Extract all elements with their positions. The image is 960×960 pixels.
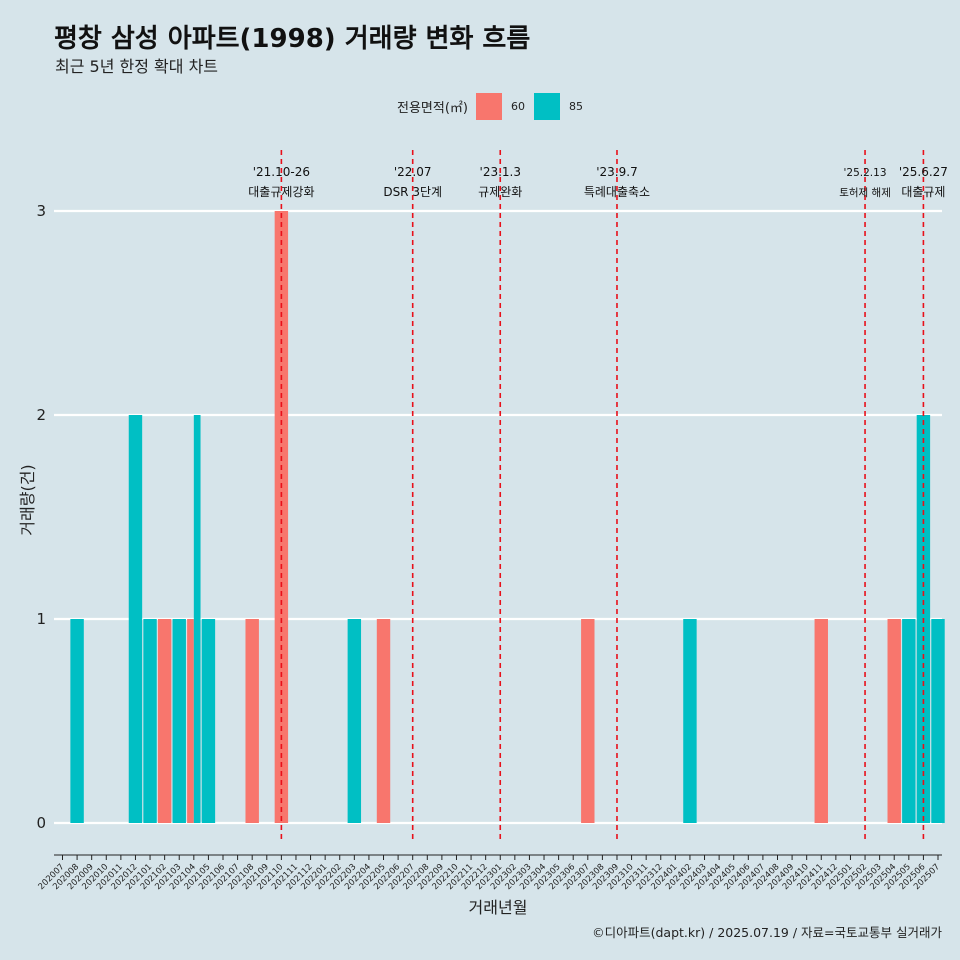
event-date: '25.2.13 (844, 167, 887, 179)
event-date: '23.9.7 (596, 165, 637, 179)
y-axis-title: 거래량(건) (18, 464, 37, 535)
bar-85-202203 (347, 619, 362, 823)
bar-60-202411 (814, 619, 828, 823)
legend-swatch-85 (533, 93, 560, 120)
event-date: '21.10-26 (253, 165, 310, 179)
bar-85-202104 (193, 415, 201, 823)
event-label: 대출규제강화 (248, 185, 314, 199)
legend-label-60: 60 (510, 100, 525, 113)
bar-85-202105 (201, 619, 216, 823)
bar-60-202504 (887, 619, 901, 823)
legend-label-85: 85 (568, 100, 583, 113)
event-date: '22.07 (394, 165, 432, 179)
bar-60-202108 (245, 619, 259, 823)
bar-60-202110 (274, 211, 289, 823)
bar-60-202205 (376, 619, 391, 823)
bar-60-202104 (187, 619, 194, 823)
x-axis-title: 거래년월 (469, 898, 528, 917)
y-tick-label: 0 (36, 814, 46, 832)
bar-85-202012 (128, 415, 143, 823)
event-label: 대출규제 (901, 185, 945, 199)
chart-subtitle: 최근 5년 한정 확대 차트 (55, 57, 219, 76)
event-date: '25.6.27 (899, 165, 948, 179)
event-label: DSR 3단계 (383, 185, 442, 199)
bar-85-202507 (931, 619, 945, 823)
bar-85-202402 (683, 619, 697, 823)
legend: 전용면적(㎡) 60 85 (397, 93, 592, 120)
legend-title: 전용면적(㎡) (397, 101, 468, 116)
event-label: 토허제 해제 (839, 186, 891, 199)
bar-60-202307 (581, 619, 595, 823)
event-label: 규제완화 (478, 185, 522, 199)
bar-85-202103 (172, 619, 186, 823)
bar-85-202505 (902, 619, 916, 823)
event-label: 특례대출축소 (584, 185, 650, 199)
event-date: '23.1.3 (480, 165, 521, 179)
y-tick-label: 1 (36, 610, 46, 628)
y-tick-label: 2 (36, 406, 46, 424)
legend-swatch-60 (475, 93, 502, 120)
chart-title: 평창 삼성 아파트(1998) 거래량 변화 흐름 (54, 24, 531, 54)
bar-85-202008 (70, 619, 84, 823)
y-tick-label: 3 (36, 202, 46, 220)
bar-85-202101 (143, 619, 157, 823)
bar-60-202102 (157, 619, 172, 823)
source-caption: ©디아파트(dapt.kr) / 2025.07.19 / 자료=국토교통부 실… (592, 925, 942, 940)
